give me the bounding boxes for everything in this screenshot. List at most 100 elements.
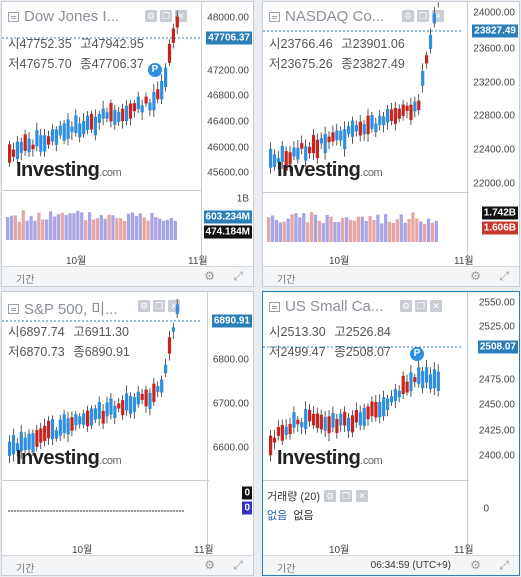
expand-icon[interactable]: ⤢ [233,558,243,572]
pane-divider[interactable] [263,480,469,481]
candle [272,154,277,168]
chart-panel-us-small-cap[interactable]: US Small Ca... ⚙ ❐ ✕ 시2513.30 고2526.84 저… [262,291,520,576]
candlestick-chart[interactable] [263,2,463,192]
pane-divider[interactable] [263,192,469,193]
candle [393,107,397,124]
gear-icon[interactable]: ⚙ [204,269,215,283]
candle [66,418,70,435]
chart-panel-sp500[interactable]: S&P 500, 미... ⚙ ❐ ✕ 시6897.74 고6911.30 저6… [1,291,254,576]
candle [109,398,113,415]
candle [113,109,117,125]
volume-indicator-value: 없음 없음 [267,510,314,522]
candlestick-chart[interactable] [263,292,463,477]
copy-icon[interactable]: ❐ [415,300,427,312]
volume-bar [138,213,142,240]
volume-bar [267,217,271,242]
gear-icon[interactable]: ⚙ [470,558,481,572]
period-label[interactable]: 기간 [277,564,296,575]
pane-divider[interactable] [2,480,209,481]
candle [288,152,292,165]
chart-panel-dow-jones[interactable]: Dow Jones I... ⚙ ❐ ✕ 시47752.35 고47942.95… [1,1,254,287]
candle [78,123,82,138]
pane-divider[interactable] [2,190,202,191]
expand-icon[interactable]: ⤢ [233,269,243,283]
settings-icon[interactable]: ⚙ [145,10,157,22]
volume-bar [107,214,111,240]
candle [148,102,152,111]
volume-bar [278,222,282,242]
volume-bar [341,217,345,242]
panel-title[interactable]: Dow Jones I... [8,8,119,25]
candle [62,123,66,141]
marker-badge[interactable]: P [148,63,162,77]
volume-badge: 0 [242,501,252,515]
expand-icon[interactable]: ⤢ [499,558,509,572]
marker-badge[interactable]: P [410,347,424,361]
volume-bar [333,222,337,242]
settings-icon[interactable]: ⚙ [323,490,336,502]
candle [35,430,39,447]
volume-bar [415,218,419,242]
copy-icon[interactable]: ❐ [417,10,429,22]
copy-icon[interactable]: ❐ [339,490,352,502]
candle [428,374,433,389]
candle [39,428,43,443]
copy-icon[interactable]: ❐ [153,300,165,312]
candle [308,146,312,154]
expand-icon[interactable]: ⤢ [499,269,509,283]
ohlc-row-1: 시6897.74 고6911.30 [8,325,129,339]
panel-title[interactable]: S&P 500, 미... [8,298,118,319]
candle [86,410,90,427]
volume-bar [134,216,138,240]
candle [382,116,386,126]
period-label[interactable]: 기간 [277,275,296,286]
volume-bar [154,217,158,240]
settings-icon[interactable]: ⚙ [400,300,412,312]
y-axis[interactable]: 48000.00 47706.37 47200.00 46800.00 4640… [201,2,253,268]
volume-bar [115,218,119,240]
volume-bar [41,219,45,240]
candle [148,392,152,410]
menu-icon[interactable] [8,11,19,22]
volume-bar [169,218,174,240]
panel-title[interactable]: US Small Ca... [269,298,383,315]
candlestick-chart[interactable] [2,2,202,182]
close-icon[interactable]: ✕ [355,490,368,502]
gear-icon[interactable]: ⚙ [204,558,215,572]
candlestick-chart[interactable] [2,292,202,482]
volume-bar [395,219,399,242]
volume-bar [146,220,150,240]
candle [397,390,401,398]
chart-panel-nasdaq[interactable]: NASDAQ Co... ⚙ ❐ ✕ 시23766.46 고23901.06 저… [262,1,520,287]
panel-footer: 기간 ⚙ ⤢ [263,266,519,286]
close-icon[interactable]: ✕ [430,300,442,312]
candle [152,91,156,111]
candle [319,414,323,430]
candle [125,105,129,122]
y-axis[interactable]: 2550.00 2525.00 2508.07 2475.00 2450.00 … [467,292,519,557]
investing-logo: Investing.com [277,159,383,181]
gear-icon[interactable]: ⚙ [470,269,481,283]
panel-title[interactable]: NASDAQ Co... [269,8,384,25]
menu-icon[interactable] [269,301,280,312]
volume-bar [403,222,407,242]
ohlc-row-2: 저47675.70 종47706.37 [8,57,144,71]
volume-bar [84,220,88,240]
volume-bar [25,220,29,240]
period-label[interactable]: 기간 [16,564,35,575]
volume-indicator-title[interactable]: 거래량 (20) ⚙ ❐ ✕ [267,488,368,504]
y-axis[interactable]: 6890.91 6800.00 6700.00 6600.00 0 0 [207,292,253,557]
period-label[interactable]: 기간 [16,275,35,286]
candle [50,419,55,440]
copy-icon[interactable]: ❐ [160,10,172,22]
settings-icon[interactable]: ⚙ [402,10,414,22]
candle [15,141,19,160]
menu-icon[interactable] [269,11,280,22]
y-tick: 22400.00 [473,144,515,156]
menu-icon[interactable] [8,303,19,314]
y-axis[interactable]: 24000.00 23827.49 23600.00 23200.00 2280… [467,2,519,268]
settings-icon[interactable]: ⚙ [138,300,150,312]
candle [296,147,300,160]
volume-bar [158,218,162,240]
volume-bar [380,223,384,242]
